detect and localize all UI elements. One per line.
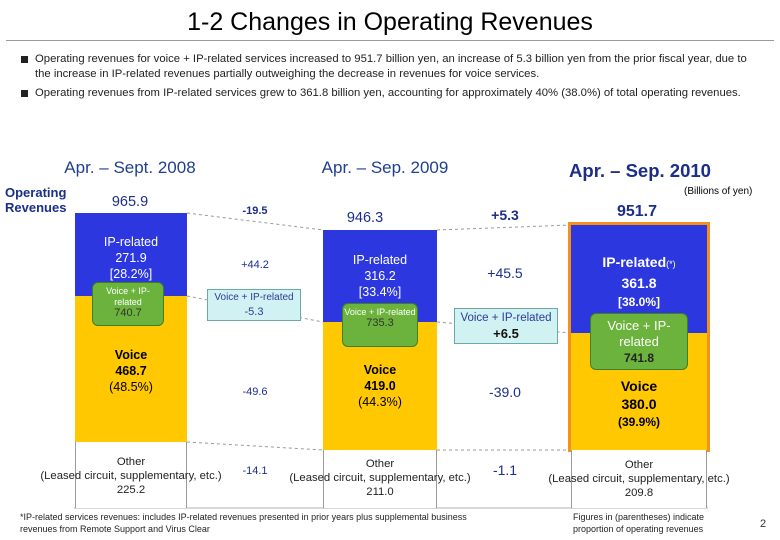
voice-ip-value-2010: 741.8 [623,351,655,365]
other-label-2008: Other (Leased circuit, supplementary, et… [15,455,247,497]
change-voice-ip-2010: Voice + IP-related +6.5 [454,308,558,344]
ip-label-2008: IP-related 271.9 [28.2%] [75,234,187,282]
bullet-square-icon [21,90,28,97]
other-label-2010: Other (Leased circuit, supplementary, et… [526,458,752,500]
voice-label-2010: Voice 380.0 (39.9%) [571,377,707,431]
voice-ip-value-2009: 735.3 [366,317,394,329]
footnote: *IP-related services revenues: includes … [20,512,467,534]
voice-share-2009: (44.3%) [358,395,402,409]
change-ip-2010: +45.5 [487,265,523,281]
bullet-square-icon [21,56,28,63]
voice-ip-value-2008: 740.7 [114,307,142,319]
bullet-item: Operating revenues from IP-related servi… [20,86,760,101]
title-divider [6,40,774,41]
other-value-2009: 211.0 [366,486,394,498]
summary-bullets: Operating revenues for voice + IP-relate… [20,52,760,105]
period-heading-2010: Apr. – Sep. 2010 [569,160,711,181]
ip-label-2009: IP-related 316.2 [33.4%] [323,252,437,300]
change-voice-ip-2009: Voice + IP-related -5.3 [207,289,301,321]
connector-total-a [186,212,324,231]
voice-value-2009: 419.0 [364,379,396,393]
voice-ip-subtotal-2009: Voice + IP-related 735.3 [342,303,418,347]
voice-share-2010: (39.9%) [617,415,661,429]
page-title: 1-2 Changes in Operating Revenues [187,8,593,36]
bar-segment-other-2008 [75,442,187,508]
voice-value-2010: 380.0 [621,396,657,412]
ip-share-2010: [38.0%] [617,295,661,309]
connector-total-b [436,224,572,231]
change-voice-2010: -39.0 [489,384,521,400]
ip-value-2010: 361.8 [621,275,657,291]
change-total-2009: -19.5 [242,205,268,217]
change-total-2010: +5.3 [491,207,519,223]
ip-label-2010: IP-related(*) 361.8 [38.0%] [571,253,707,312]
change-voice-2009: -49.6 [242,386,268,398]
change-other-2009: -14.1 [242,465,268,477]
other-value-2008: 225.2 [116,484,146,496]
bullet-item: Operating revenues for voice + IP-relate… [20,52,760,82]
total-label-2009: 946.3 [346,210,384,226]
proportion-note: Figures in (parentheses) indicate propor… [573,512,705,534]
voice-value-2008: 468.7 [115,364,147,378]
voice-share-2008: (48.5%) [109,380,153,394]
total-label-2008: 965.9 [111,194,149,210]
operating-revenues-label: Operating Revenues [5,185,67,215]
other-value-2010: 209.8 [624,487,654,499]
ip-value-2008: 271.9 [115,251,147,265]
bar-segment-other-2010 [571,450,707,508]
voice-label-2009: Voice 419.0 (44.3%) [323,362,437,410]
other-label-2009: Other (Leased circuit, supplementary, et… [266,457,494,499]
change-other-2010: -1.1 [492,462,518,478]
units-label: (Billions of yen) [684,186,753,197]
total-label-2010: 951.7 [616,203,658,220]
ip-share-2009: [33.4%] [358,285,402,299]
change-ip-2009: +44.2 [241,259,269,271]
period-heading-2009: Apr. – Sep. 2009 [321,158,449,177]
ip-value-2009: 316.2 [364,269,396,283]
period-heading-2008: Apr. – Sept. 2008 [64,158,196,177]
voice-label-2008: Voice 468.7 (48.5%) [75,347,187,395]
voice-ip-subtotal-2010: Voice + IP-related 741.8 [590,313,688,370]
voice-ip-subtotal-2008: Voice + IP-related 740.7 [92,282,164,326]
page-number: 2 [760,518,767,530]
ip-share-2008: [28.2%] [109,267,153,281]
bar-segment-other-2009 [323,450,437,508]
connector-other-a [186,441,324,451]
bar-2010: IP-related(*) 361.8 [38.0%] Voice 380.0 … [571,225,707,508]
ip-footnote-marker: (*) [666,259,676,269]
